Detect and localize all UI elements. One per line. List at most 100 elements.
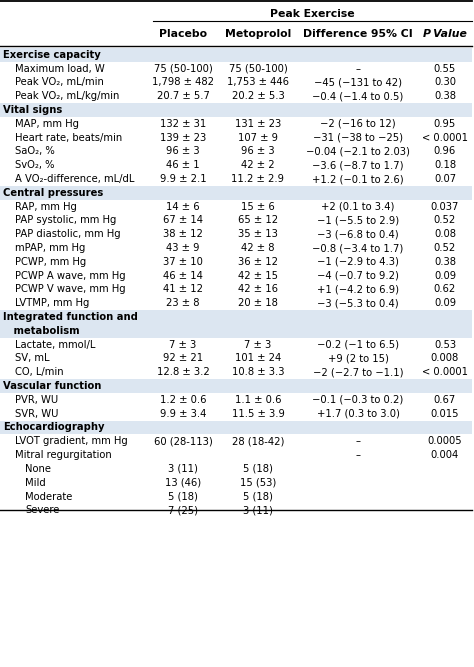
Text: 20.7 ± 5.7: 20.7 ± 5.7 [156,91,210,101]
Text: +2 (0.1 to 3.4): +2 (0.1 to 3.4) [321,201,395,211]
Text: 65 ± 12: 65 ± 12 [238,215,278,225]
Text: 42 ± 15: 42 ± 15 [238,271,278,281]
Text: Echocardiography: Echocardiography [3,422,104,432]
Text: −0.8 (−3.4 to 1.7): −0.8 (−3.4 to 1.7) [312,243,404,253]
Text: 28 (18-42): 28 (18-42) [232,436,284,446]
Text: 0.004: 0.004 [431,450,459,460]
Bar [0,103,472,117]
Text: 107 ± 9: 107 ± 9 [238,133,278,143]
Text: Mild: Mild [25,478,46,488]
Text: 0.09: 0.09 [434,271,456,281]
Text: 11.5 ± 3.9: 11.5 ± 3.9 [232,409,284,419]
Text: 10.8 ± 3.3: 10.8 ± 3.3 [232,368,284,378]
Bar [0,186,472,200]
Text: 42 ± 8: 42 ± 8 [241,243,275,253]
Text: 35 ± 13: 35 ± 13 [238,229,278,239]
Text: Vital signs: Vital signs [3,105,62,115]
Text: metabolism: metabolism [3,326,80,336]
Text: −4 (−0.7 to 9.2): −4 (−0.7 to 9.2) [317,271,399,281]
Bar [0,421,472,434]
Text: 38 ± 12: 38 ± 12 [163,229,203,239]
Text: PAP systolic, mm Hg: PAP systolic, mm Hg [15,215,117,225]
Text: 5 (18): 5 (18) [243,492,273,502]
Text: PAP diastolic, mm Hg: PAP diastolic, mm Hg [15,229,120,239]
Text: 0.09: 0.09 [434,298,456,308]
Text: 20.2 ± 5.3: 20.2 ± 5.3 [232,91,284,101]
Text: Peak Exercise: Peak Exercise [270,9,355,19]
Text: 14 ± 6: 14 ± 6 [166,201,200,211]
Text: −45 (−131 to 42): −45 (−131 to 42) [314,77,402,87]
Text: Metoprolol: Metoprolol [225,29,291,39]
Text: 3 (11): 3 (11) [168,464,198,474]
Text: < 0.0001: < 0.0001 [422,368,468,378]
Text: +1 (−4.2 to 6.9): +1 (−4.2 to 6.9) [317,285,399,295]
Text: 1,798 ± 482: 1,798 ± 482 [152,77,214,87]
Text: P Value: P Value [423,29,467,39]
Text: 42 ± 16: 42 ± 16 [238,285,278,295]
Text: −0.04 (−2.1 to 2.03): −0.04 (−2.1 to 2.03) [306,147,410,157]
Text: 42 ± 2: 42 ± 2 [241,160,275,170]
Text: 0.18: 0.18 [434,160,456,170]
Text: 11.2 ± 2.9: 11.2 ± 2.9 [231,174,284,184]
Text: 96 ± 3: 96 ± 3 [166,147,200,157]
Text: Integrated function and: Integrated function and [3,312,138,322]
Text: 139 ± 23: 139 ± 23 [160,133,206,143]
Text: 0.96: 0.96 [434,147,456,157]
Text: Peak VO₂, mL/min: Peak VO₂, mL/min [15,77,104,87]
Text: −3 (−6.8 to 0.4): −3 (−6.8 to 0.4) [317,229,399,239]
Text: Mitral regurgitation: Mitral regurgitation [15,450,112,460]
Bar [0,310,472,338]
Text: −2 (−16 to 12): −2 (−16 to 12) [320,119,396,129]
Text: 15 ± 6: 15 ± 6 [241,201,275,211]
Text: 3 (11): 3 (11) [243,506,273,516]
Text: SvO₂, %: SvO₂, % [15,160,55,170]
Text: 23 ± 8: 23 ± 8 [166,298,200,308]
Text: 7 (25): 7 (25) [168,506,198,516]
Text: 0.0005: 0.0005 [428,436,462,446]
Text: SVR, WU: SVR, WU [15,409,58,419]
Text: 75 (50-100): 75 (50-100) [228,64,287,73]
Text: −3 (−5.3 to 0.4): −3 (−5.3 to 0.4) [317,298,399,308]
Text: 0.67: 0.67 [434,395,456,405]
Text: 101 ± 24: 101 ± 24 [235,354,281,364]
Text: Exercise capacity: Exercise capacity [3,50,101,60]
Text: 46 ± 1: 46 ± 1 [166,160,200,170]
Text: –: – [356,450,361,460]
Text: 0.38: 0.38 [434,91,456,101]
Text: –: – [356,64,361,73]
Text: 7 ± 3: 7 ± 3 [169,340,197,350]
Text: PVR, WU: PVR, WU [15,395,58,405]
Text: A VO₂-difference, mL/dL: A VO₂-difference, mL/dL [15,174,134,184]
Text: 0.52: 0.52 [434,243,456,253]
Text: Vascular function: Vascular function [3,381,101,391]
Text: 0.55: 0.55 [434,64,456,73]
Text: Placebo: Placebo [159,29,207,39]
Text: +1.7 (0.3 to 3.0): +1.7 (0.3 to 3.0) [317,409,400,419]
Text: PCWP A wave, mm Hg: PCWP A wave, mm Hg [15,271,126,281]
Text: 15 (53): 15 (53) [240,478,276,488]
Bar [0,48,472,62]
Text: Moderate: Moderate [25,492,73,502]
Text: 0.62: 0.62 [434,285,456,295]
Text: 41 ± 12: 41 ± 12 [163,285,203,295]
Text: CO, L/min: CO, L/min [15,368,64,378]
Text: 13 (46): 13 (46) [165,478,201,488]
Text: −0.2 (−1 to 6.5): −0.2 (−1 to 6.5) [317,340,399,350]
Text: 75 (50-100): 75 (50-100) [154,64,212,73]
Text: Maximum load, W: Maximum load, W [15,64,105,73]
Text: Peak VO₂, mL/kg/min: Peak VO₂, mL/kg/min [15,91,119,101]
Text: 0.38: 0.38 [434,257,456,267]
Text: 92 ± 21: 92 ± 21 [163,354,203,364]
Bar [0,380,472,393]
Text: Central pressures: Central pressures [3,188,103,198]
Text: 1,753 ± 446: 1,753 ± 446 [227,77,289,87]
Text: 67 ± 14: 67 ± 14 [163,215,203,225]
Text: LVOT gradient, mm Hg: LVOT gradient, mm Hg [15,436,128,446]
Text: 132 ± 31: 132 ± 31 [160,119,206,129]
Text: 0.037: 0.037 [431,201,459,211]
Text: 0.07: 0.07 [434,174,456,184]
Text: Lactate, mmol/L: Lactate, mmol/L [15,340,95,350]
Text: MAP, mm Hg: MAP, mm Hg [15,119,79,129]
Text: 46 ± 14: 46 ± 14 [163,271,203,281]
Text: 0.08: 0.08 [434,229,456,239]
